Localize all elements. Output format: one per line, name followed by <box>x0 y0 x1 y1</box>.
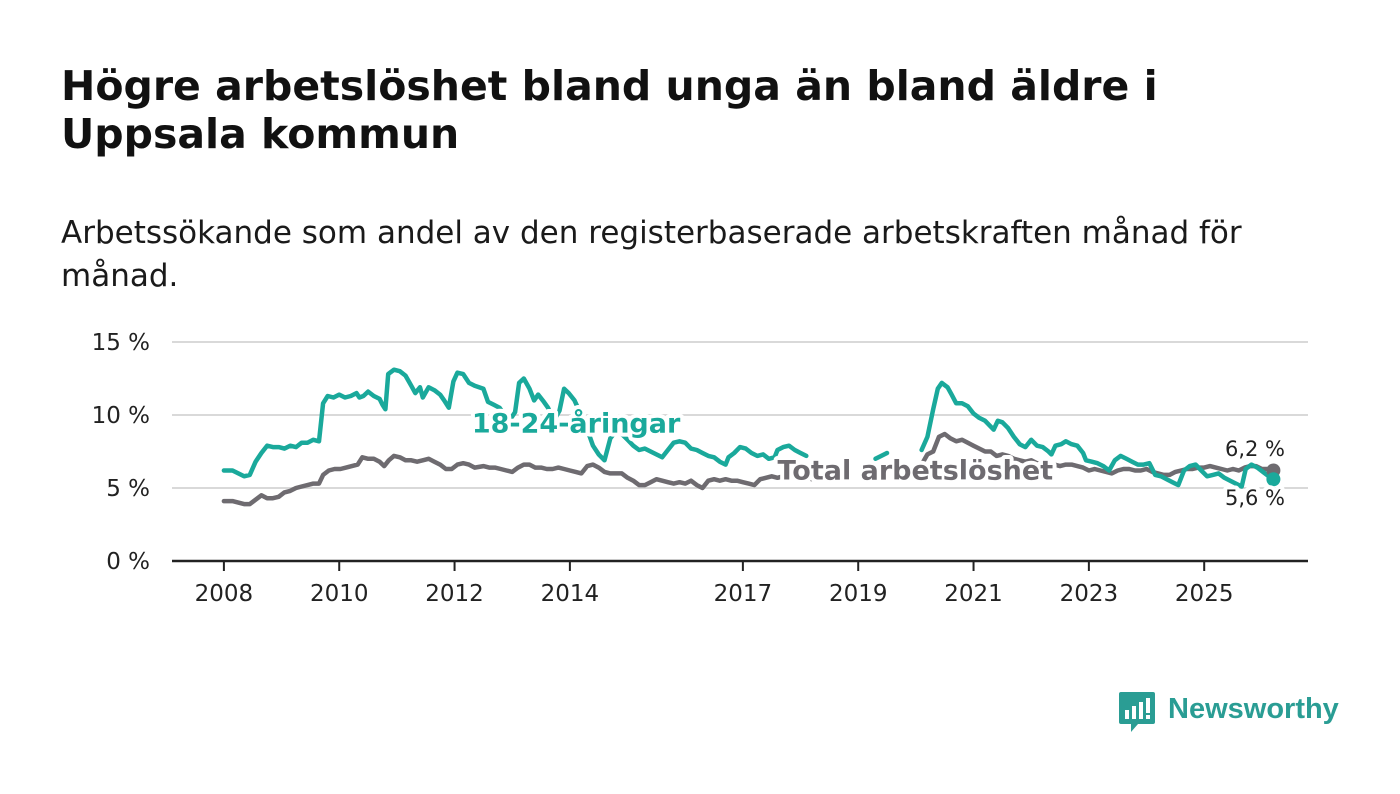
x-axis: 2008 2010 2012 2014 2017 2019 2021 2023 2025 <box>172 559 1308 607</box>
y-tick-label: 5 % <box>106 476 150 502</box>
series-line-total <box>919 431 1276 478</box>
series-line-youth <box>873 450 890 462</box>
series-label-youth: 18-24-åringar <box>472 407 681 439</box>
series-line-total <box>221 453 821 507</box>
x-tick-label: 2008 <box>195 581 254 607</box>
line-chart: 0 %5 %10 %15 % 2008 2010 2012 2014 2017 2019 2… <box>92 330 1308 607</box>
y-tick-label: 10 % <box>92 403 150 429</box>
brand-logo[interactable]: Newsworthy <box>1118 690 1348 736</box>
end-label-youth-halo: 5,6 % <box>1225 486 1285 510</box>
x-tick-label: 2010 <box>310 581 369 607</box>
brand-name: Newsworthy <box>1168 693 1339 725</box>
x-tick-label: 2025 <box>1175 581 1234 607</box>
x-tick-label: 2012 <box>425 581 484 607</box>
series-lines <box>221 367 1281 507</box>
chart-title: Högre arbetslöshet bland unga än bland ä… <box>61 62 1158 158</box>
newsworthy-logo-icon <box>1119 692 1155 732</box>
end-marker-youth <box>1266 472 1281 487</box>
end-label-total-halo: 6,2 % <box>1225 437 1285 461</box>
end-label-youth: 5,6 % <box>1225 486 1285 510</box>
y-axis-tick-labels: 0 % 5 % 10 % 15 % <box>92 330 150 575</box>
series-line-youth <box>919 380 1276 489</box>
x-tick-label: 2014 <box>541 581 600 607</box>
series-label-total: Total arbetslöshet <box>777 455 1053 486</box>
series-label-total-halo: Total arbetslöshet <box>777 455 1053 486</box>
series-label-youth-halo: 18-24-åringar <box>472 407 681 439</box>
gridlines <box>172 341 1308 489</box>
y-tick-label: 0 % <box>106 549 150 575</box>
series-line-youth <box>221 367 809 479</box>
y-tick-label: 15 % <box>92 330 150 356</box>
x-tick-label: 2019 <box>829 581 888 607</box>
x-tick-label: 2021 <box>944 581 1003 607</box>
end-label-total: 6,2 % <box>1225 437 1285 461</box>
x-tick-label: 2017 <box>714 581 773 607</box>
chart-subtitle: Arbetssökande som andel av den registerb… <box>61 215 1242 294</box>
x-tick-label: 2023 <box>1060 581 1119 607</box>
